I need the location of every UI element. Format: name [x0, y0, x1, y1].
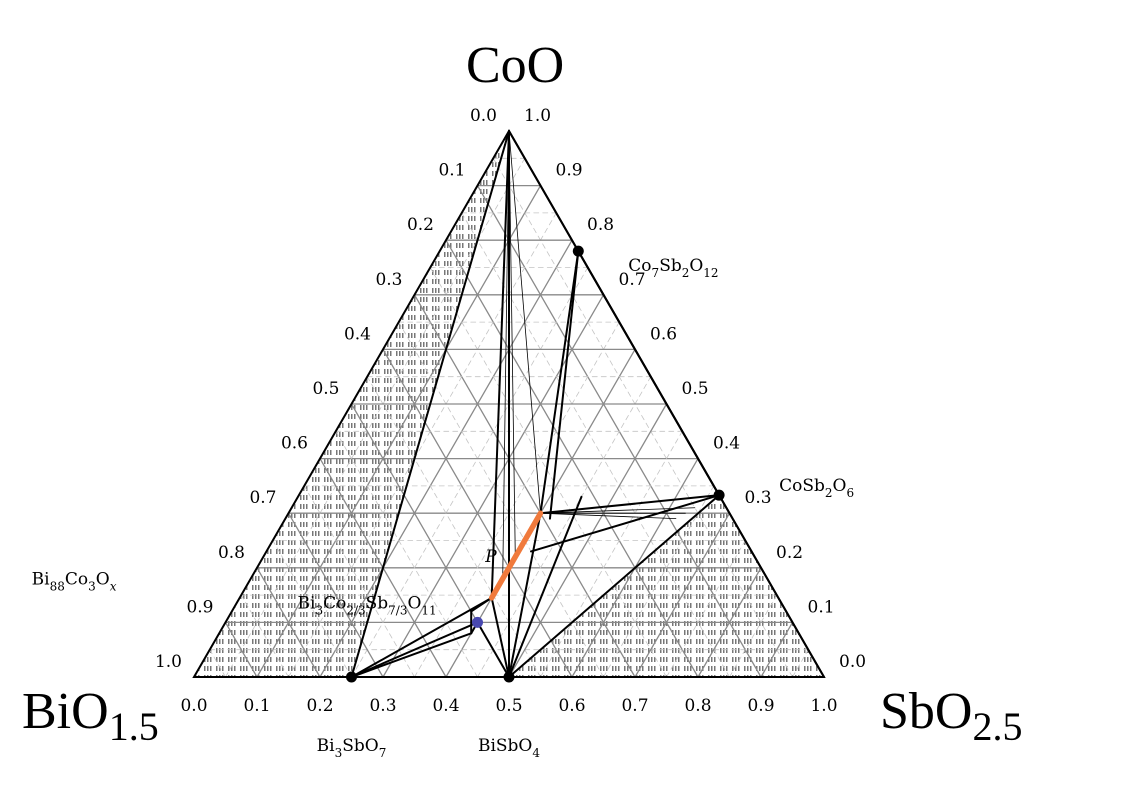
tick-left-0.8: 0.8 — [218, 543, 245, 563]
tick-bottom-0.2: 0.2 — [306, 696, 333, 716]
tick-bottom-1.0: 1.0 — [810, 696, 837, 716]
tick-right-0.3: 0.3 — [745, 488, 772, 508]
tick-bottom-0.8: 0.8 — [684, 696, 711, 716]
tick-right-0.2: 0.2 — [776, 543, 803, 563]
phase-p-line — [488, 510, 544, 601]
grid-line-bi-0.05 — [492, 157, 793, 678]
grid-line-sb-0.80 — [697, 567, 762, 678]
compound-labels: Co7Sb2O12 CoSb2O6 Bi3SbO7 BiSbO4 Bi3Co2/3Sb7… — [32, 256, 854, 760]
tick-right-0.9: 0.9 — [556, 161, 583, 181]
fan-line-co-1 — [508, 130, 516, 558]
grid-line-bi-0.75 — [272, 540, 352, 678]
tick-bottom-0.5: 0.5 — [495, 696, 522, 716]
label-bi88co3: Bi88Co3Ox — [32, 569, 117, 593]
tick-left-1.0: 1.0 — [155, 652, 182, 672]
phase-p-label: P — [484, 547, 497, 567]
tick-bottom-0.9: 0.9 — [747, 696, 774, 716]
triangle-border — [192, 128, 826, 678]
tick-right-0.5: 0.5 — [682, 379, 709, 399]
tick-right-0.6: 0.6 — [650, 324, 677, 344]
tie-line-14 — [476, 621, 510, 678]
grid-line-sb-0.95 — [792, 649, 809, 678]
tie-line-8 — [539, 494, 721, 515]
grid-line-sb-0.90 — [760, 621, 794, 678]
axis-tick-labels: 0.0 0.0 0.0 0.1 0.1 0.1 0.2 0.2 0.2 0.3 0.3 0.3 0.4 0… — [155, 106, 866, 716]
tick-right-0.8: 0.8 — [587, 215, 614, 235]
grid-line-sb-0.05 — [225, 157, 526, 678]
triangle-outline — [192, 128, 826, 678]
label-bi3co: Bi3Co2/3Sb7/3O11 — [298, 593, 437, 617]
tick-right-0.7: 0.7 — [619, 270, 646, 290]
tick-right-0.0: 0.0 — [839, 652, 866, 672]
grid-line-bi-0.90 — [224, 621, 258, 678]
grid-line-sb-0.85 — [729, 594, 778, 678]
fan-line-cosb-2 — [540, 512, 677, 520]
tie-line-11 — [350, 596, 493, 678]
grid-line-bi-0.85 — [240, 594, 289, 678]
tie-line-17 — [508, 495, 583, 678]
tie-line-3 — [490, 130, 510, 599]
grid-line-bi-0.55 — [335, 430, 478, 678]
corner-labels: CoO BiO1.5 SbO2.5 — [22, 37, 1022, 749]
tie-line-5 — [539, 250, 580, 515]
grid-line-bi-0.95 — [209, 649, 226, 678]
tick-bottom-0.0: 0.0 — [180, 696, 207, 716]
marker-bi3co — [472, 616, 483, 628]
tick-left-0.9: 0.9 — [186, 597, 213, 617]
corner-label-top: CoO — [466, 37, 564, 94]
tie-line-7 — [508, 494, 721, 678]
corner-label-left: BiO1.5 — [22, 683, 159, 749]
tie-line-16 — [508, 512, 542, 678]
tick-bottom-0.7: 0.7 — [621, 696, 648, 716]
grid-line-sb-0.25 — [351, 267, 589, 678]
corner-label-right: SbO2.5 — [880, 683, 1022, 749]
fan-line-co-0 — [508, 130, 541, 514]
grid-line-bi-0.25 — [429, 267, 667, 678]
grid-line-sb-0.50 — [508, 403, 668, 678]
grid-line-sb-0.45 — [477, 376, 652, 678]
tick-left-0.7: 0.7 — [249, 488, 276, 508]
tick-left-0.2: 0.2 — [407, 215, 434, 235]
fan-line-co-2 — [502, 130, 510, 580]
grid-line-sb-0.65 — [603, 485, 715, 678]
phase-p-solid-solution: P — [484, 510, 544, 601]
grid-line-sb-0.70 — [634, 512, 731, 678]
tick-bottom-0.6: 0.6 — [558, 696, 585, 716]
tick-bottom-0.1: 0.1 — [243, 696, 270, 716]
grid-line-bi-0.45 — [366, 376, 541, 678]
grid-line-sb-0.55 — [540, 430, 683, 678]
grid-line-bi-0.35 — [398, 321, 604, 678]
tick-left-0.4: 0.4 — [344, 324, 371, 344]
tick-left-0.1: 0.1 — [438, 161, 465, 181]
tick-right-0.1: 0.1 — [808, 597, 835, 617]
label-cosb2o6: CoSb2O6 — [779, 476, 854, 500]
grid-line-sb-0.75 — [666, 540, 746, 678]
tick-left-0.5: 0.5 — [312, 379, 339, 399]
grid-line-bi-0.80 — [256, 567, 321, 678]
grid-line-bi-0.70 — [287, 512, 384, 678]
tie-line-6 — [548, 250, 580, 520]
label-bi3sbo7: Bi3SbO7 — [317, 736, 387, 760]
tie-line-12 — [350, 621, 479, 678]
label-bisbo4: BiSbO4 — [478, 736, 540, 760]
tick-right-1.0: 1.0 — [524, 106, 551, 126]
tick-left-0.6: 0.6 — [281, 434, 308, 454]
tick-bottom-0.3: 0.3 — [369, 696, 396, 716]
tick-bottom-0.4: 0.4 — [432, 696, 459, 716]
tick-left-0.0: 0.0 — [470, 106, 497, 126]
tie-line-0 — [350, 130, 510, 678]
tie-line-13 — [350, 632, 473, 678]
tick-right-0.4: 0.4 — [713, 434, 740, 454]
tie-line-20 — [470, 596, 493, 613]
label-co7sb2o12: Co7Sb2O12 — [628, 256, 718, 280]
tick-left-0.3: 0.3 — [375, 270, 402, 290]
tie-line-15 — [490, 596, 510, 678]
fan-line-cosb-0 — [540, 507, 696, 514]
grid-line-sb-0.35 — [414, 321, 620, 678]
grid-line-bi-0.65 — [303, 485, 415, 678]
